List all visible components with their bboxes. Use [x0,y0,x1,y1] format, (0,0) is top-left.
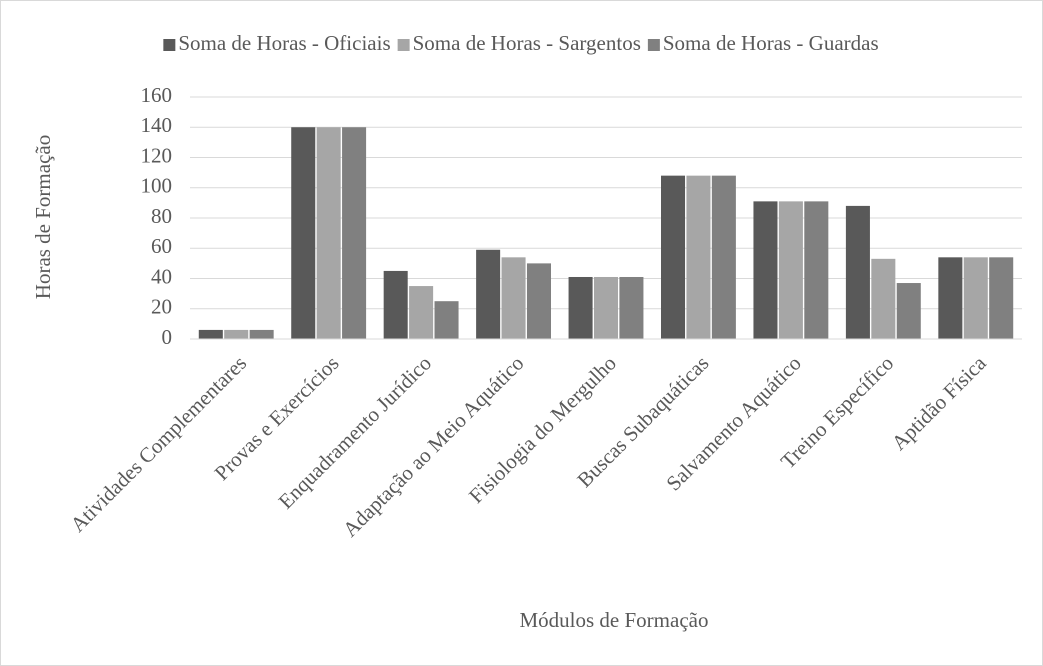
legend-swatch [397,39,410,51]
bar [778,201,803,339]
y-tick-label: 120 [141,143,173,167]
bar [711,175,736,339]
bar [845,205,870,339]
bar [661,175,686,339]
bar [989,257,1014,339]
bar [963,257,988,339]
x-axis-title: Módulos de Formação [520,608,709,632]
y-tick-label: 140 [141,113,173,137]
bar [938,257,963,339]
y-tick-label: 160 [141,83,173,107]
bar [568,276,593,339]
bar [316,127,341,339]
legend-label: Soma de Horas - Oficiais [178,31,390,55]
legend-swatch [647,39,660,51]
bar [476,249,501,339]
y-tick-label: 0 [162,325,173,349]
bar [249,329,274,339]
y-tick-label: 60 [151,234,172,258]
bar [686,175,711,339]
y-tick-label: 80 [151,204,172,228]
bar [896,283,921,339]
bar [526,263,551,339]
bar [871,258,896,339]
bar [224,329,249,339]
bar [804,201,829,339]
bar [383,270,408,339]
y-tick-label: 40 [151,264,172,288]
y-tick-label: 20 [151,295,172,319]
bar [593,276,619,339]
y-tick-label: 100 [141,174,173,198]
legend-swatch [163,39,176,51]
bar [198,329,223,339]
bar [291,127,316,339]
bar [342,127,367,339]
bar [501,257,526,339]
bar [619,276,644,339]
legend-label: Soma de Horas - Guardas [663,31,879,55]
y-axis-title: Horas de Formação [31,135,55,299]
bar [409,286,434,339]
legend-label: Soma de Horas - Sargentos [413,31,641,55]
bar [434,301,459,339]
bar [753,201,778,339]
